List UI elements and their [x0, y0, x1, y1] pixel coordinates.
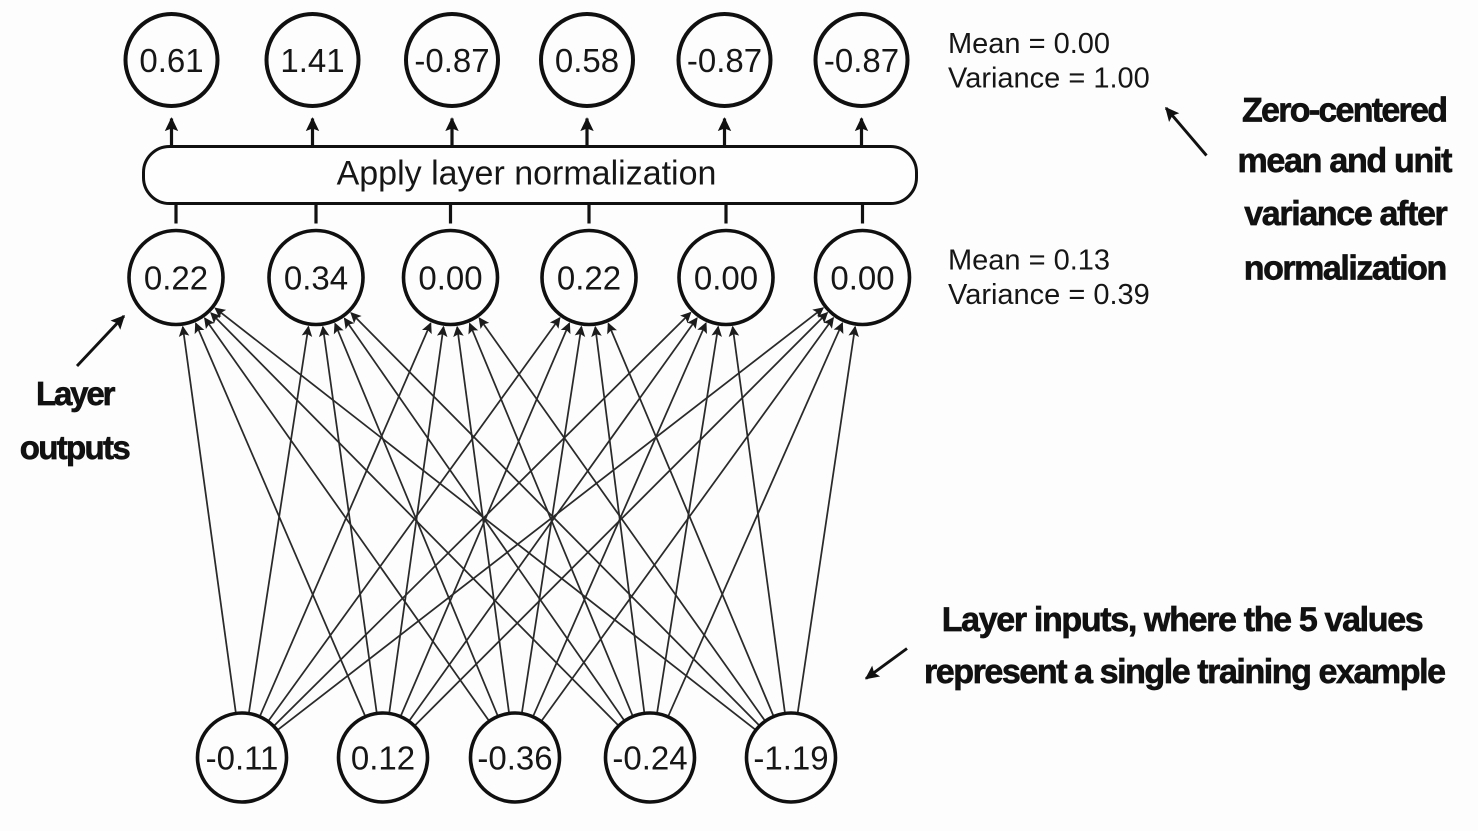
svg-text:Mean = 0.13: Mean = 0.13 — [948, 245, 1110, 277]
svg-text:Variance = 1.00: Variance = 1.00 — [948, 63, 1150, 95]
svg-text:0.22: 0.22 — [557, 260, 621, 297]
svg-text:outputs: outputs — [20, 429, 131, 466]
svg-text:represent a single training ex: represent a single training example — [924, 653, 1446, 691]
svg-text:0.22: 0.22 — [144, 260, 208, 297]
svg-text:normalization: normalization — [1244, 250, 1448, 288]
svg-text:0.12: 0.12 — [351, 740, 415, 777]
svg-text:-0.87: -0.87 — [414, 42, 489, 79]
svg-text:0.00: 0.00 — [694, 260, 758, 297]
svg-text:0.00: 0.00 — [418, 260, 482, 297]
svg-text:-1.19: -1.19 — [753, 740, 828, 777]
svg-text:0.58: 0.58 — [555, 42, 619, 79]
svg-text:-0.36: -0.36 — [477, 740, 552, 777]
svg-text:0.34: 0.34 — [284, 260, 348, 297]
svg-text:Layer inputs, where the 5 valu: Layer inputs, where the 5 values — [942, 601, 1424, 639]
svg-text:Mean = 0.00: Mean = 0.00 — [948, 28, 1110, 60]
svg-text:-0.11: -0.11 — [206, 740, 279, 777]
svg-text:-0.87: -0.87 — [687, 42, 762, 79]
svg-text:0.00: 0.00 — [830, 260, 894, 297]
svg-text:1.41: 1.41 — [280, 42, 344, 79]
svg-text:-0.24: -0.24 — [612, 740, 687, 777]
svg-text:variance after: variance after — [1244, 195, 1448, 233]
svg-text:Zero-centered: Zero-centered — [1242, 92, 1448, 130]
svg-text:-0.87: -0.87 — [824, 42, 899, 79]
svg-text:Layer: Layer — [36, 375, 116, 412]
svg-text:mean and unit: mean and unit — [1238, 142, 1453, 180]
svg-text:Apply layer normalization: Apply layer normalization — [337, 155, 717, 193]
svg-text:0.61: 0.61 — [139, 42, 203, 79]
svg-text:Variance = 0.39: Variance = 0.39 — [948, 279, 1150, 311]
